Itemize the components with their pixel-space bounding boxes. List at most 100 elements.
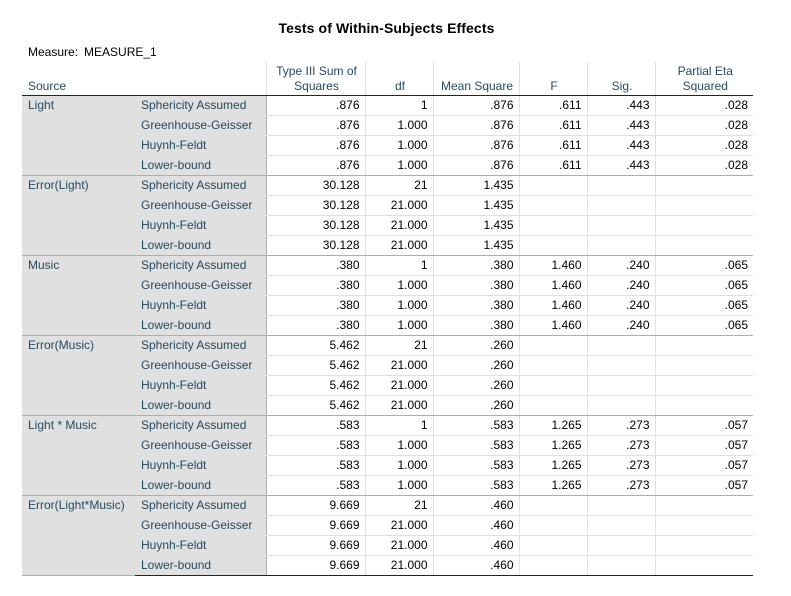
partial-eta-squared-cell	[654, 195, 753, 216]
mean-square-cell: .876	[432, 155, 519, 176]
correction-label: Greenhouse-Geisser	[135, 355, 266, 376]
sum-of-squares-cell: 30.128	[265, 175, 365, 196]
f-cell	[518, 515, 587, 536]
partial-eta-squared-cell: .028	[654, 115, 753, 136]
measure-label: Measure:	[28, 45, 79, 59]
table-row: Lower-bound 9.669 21.000.460	[22, 555, 753, 576]
df-cell: 1.000	[364, 455, 433, 476]
sig-cell	[586, 375, 655, 396]
table-row: Greenhouse-Geisser 30.128 21.000 1.435	[22, 195, 753, 216]
correction-label: Greenhouse-Geisser	[135, 435, 266, 456]
sig-cell: .443	[586, 155, 655, 176]
sig-cell	[586, 175, 655, 196]
mean-square-cell: .260	[432, 355, 519, 376]
partial-eta-squared-cell	[654, 235, 753, 256]
table-row: Huynh-Feldt 30.128 21.000 1.435	[22, 215, 753, 236]
table-row: Light Sphericity Assumed .876 1.876.611.443…	[22, 95, 753, 176]
df-cell: 1.000	[364, 155, 433, 176]
sig-cell: .273	[586, 415, 655, 436]
partial-eta-squared-cell	[654, 515, 753, 536]
mean-square-cell: .583	[432, 435, 519, 456]
sum-of-squares-cell: 30.128	[265, 195, 365, 216]
sum-of-squares-cell: 9.669	[265, 495, 365, 516]
source-label: Error(Light)	[22, 175, 135, 256]
correction-label: Huynh-Feldt	[135, 375, 266, 396]
sum-of-squares-cell: .876	[265, 155, 365, 176]
source-label: Light	[22, 95, 135, 176]
df-cell: 1.000	[364, 475, 433, 496]
partial-eta-squared-cell: .057	[654, 475, 753, 496]
mean-square-cell: .460	[432, 535, 519, 556]
mean-square-cell: .876	[432, 95, 519, 116]
f-cell: 1.265	[518, 455, 587, 476]
source-label: Error(Music)	[22, 335, 135, 416]
sum-of-squares-cell: 5.462	[265, 355, 365, 376]
header-f: F	[518, 62, 587, 96]
sig-cell	[586, 215, 655, 236]
partial-eta-squared-cell	[654, 355, 753, 376]
correction-label: Sphericity Assumed	[135, 415, 266, 436]
partial-eta-squared-cell	[654, 495, 753, 516]
table-row: Lower-bound .876 1.000.876.611.443.028	[22, 155, 753, 176]
sum-of-squares-cell: .583	[265, 435, 365, 456]
table-row: Huynh-Feldt .876 1.000.876.611.443.028	[22, 135, 753, 156]
sum-of-squares-cell: .876	[265, 115, 365, 136]
sum-of-squares-cell: .380	[265, 315, 365, 336]
sig-cell: .273	[586, 435, 655, 456]
sum-of-squares-cell: 9.669	[265, 535, 365, 556]
f-cell: 1.460	[518, 255, 587, 276]
sig-cell	[586, 515, 655, 536]
df-cell: 21.000	[364, 235, 433, 256]
sum-of-squares-cell: 5.462	[265, 335, 365, 356]
mean-square-cell: .380	[432, 295, 519, 316]
table-row: Huynh-Feldt 5.462 21.000.260	[22, 375, 753, 396]
df-cell: 21.000	[364, 215, 433, 236]
sig-cell: .240	[586, 295, 655, 316]
df-cell: 21.000	[364, 555, 433, 576]
f-cell	[518, 375, 587, 396]
df-cell: 1	[364, 415, 433, 436]
correction-label: Greenhouse-Geisser	[135, 275, 266, 296]
df-cell: 21.000	[364, 395, 433, 416]
table-row: Greenhouse-Geisser 5.462 21.000.260	[22, 355, 753, 376]
partial-eta-squared-cell: .065	[654, 255, 753, 276]
correction-label: Lower-bound	[135, 475, 266, 496]
mean-square-cell: .583	[432, 475, 519, 496]
f-cell: 1.265	[518, 475, 587, 496]
table-row: Lower-bound .380 1.000.380 1.460.240.065	[22, 315, 753, 336]
f-cell	[518, 355, 587, 376]
table-row: Lower-bound .583 1.000.583 1.265.273.057	[22, 475, 753, 496]
sum-of-squares-cell: 5.462	[265, 395, 365, 416]
partial-eta-squared-cell: .065	[654, 315, 753, 336]
mean-square-cell: 1.435	[432, 215, 519, 236]
f-cell	[518, 555, 587, 576]
sum-of-squares-cell: 30.128	[265, 235, 365, 256]
sig-cell: .240	[586, 275, 655, 296]
df-cell: 21.000	[364, 195, 433, 216]
measure-line: Measure: MEASURE_1	[28, 45, 157, 59]
table-row: Lower-bound 5.462 21.000.260	[22, 395, 753, 416]
sum-of-squares-cell: 30.128	[265, 215, 365, 236]
header-sum-of-squares: Type III Sum of Squares	[265, 62, 365, 96]
source-label: Light * Music	[22, 415, 135, 496]
correction-label: Huynh-Feldt	[135, 535, 266, 556]
sum-of-squares-cell: 9.669	[265, 555, 365, 576]
df-cell: 21.000	[364, 375, 433, 396]
table-row: Greenhouse-Geisser .876 1.000.876.611.443.…	[22, 115, 753, 136]
sig-cell: .443	[586, 95, 655, 116]
df-cell: 1.000	[364, 315, 433, 336]
sig-cell: .240	[586, 255, 655, 276]
correction-label: Sphericity Assumed	[135, 255, 266, 276]
table-row: Music Sphericity Assumed .380 1.380 1.460.24…	[22, 255, 753, 336]
sig-cell: .443	[586, 135, 655, 156]
f-cell: .611	[518, 135, 587, 156]
mean-square-cell: .583	[432, 455, 519, 476]
partial-eta-squared-cell: .028	[654, 155, 753, 176]
partial-eta-squared-cell	[654, 175, 753, 196]
sig-cell	[586, 335, 655, 356]
partial-eta-squared-cell	[654, 395, 753, 416]
mean-square-cell: .260	[432, 335, 519, 356]
partial-eta-squared-cell: .057	[654, 455, 753, 476]
sum-of-squares-cell: .583	[265, 415, 365, 436]
f-cell: .611	[518, 155, 587, 176]
